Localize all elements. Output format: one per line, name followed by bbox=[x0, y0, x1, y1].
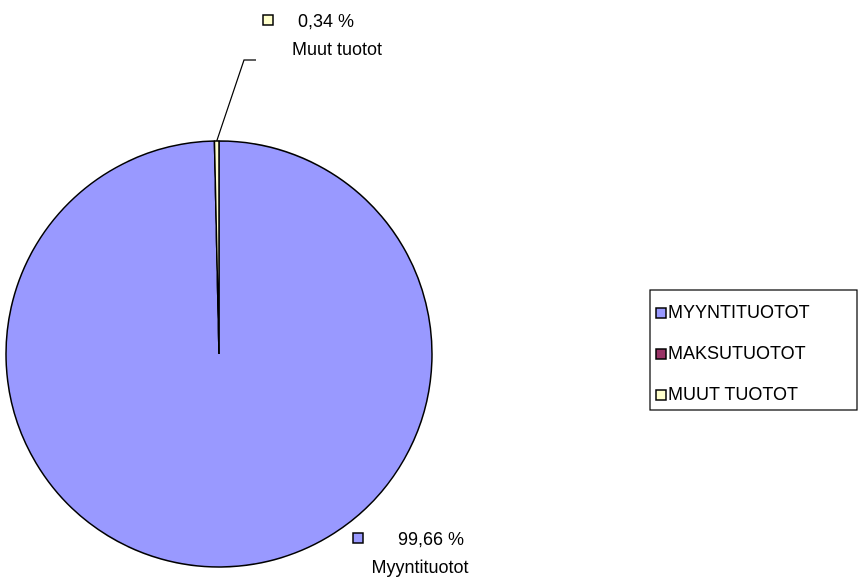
legend-marker bbox=[655, 348, 667, 360]
legend-marker bbox=[655, 307, 667, 319]
legend-label: MYYNTITUOTOT bbox=[668, 302, 810, 322]
data-label-name: Myyntituotot bbox=[371, 557, 468, 577]
data-label: 99,66 % bbox=[398, 529, 464, 549]
data-label-name: Muut tuotot bbox=[292, 39, 382, 59]
leader-line bbox=[216, 59, 256, 142]
legend-label: MUUT TUOTOT bbox=[668, 384, 798, 404]
label-marker bbox=[352, 532, 364, 544]
legend-box bbox=[649, 289, 858, 411]
legend-marker bbox=[655, 389, 667, 401]
data-label: 0,34 % bbox=[298, 11, 354, 31]
label-marker bbox=[262, 14, 274, 26]
pie-slice bbox=[213, 140, 220, 355]
legend-label: MAKSUTUOTOT bbox=[668, 343, 806, 363]
